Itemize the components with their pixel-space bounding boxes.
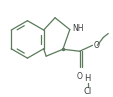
Text: O: O [76,72,82,81]
Text: Cl: Cl [83,87,91,96]
Text: O: O [93,41,98,50]
Text: NH: NH [71,24,83,33]
Text: H: H [84,74,90,83]
